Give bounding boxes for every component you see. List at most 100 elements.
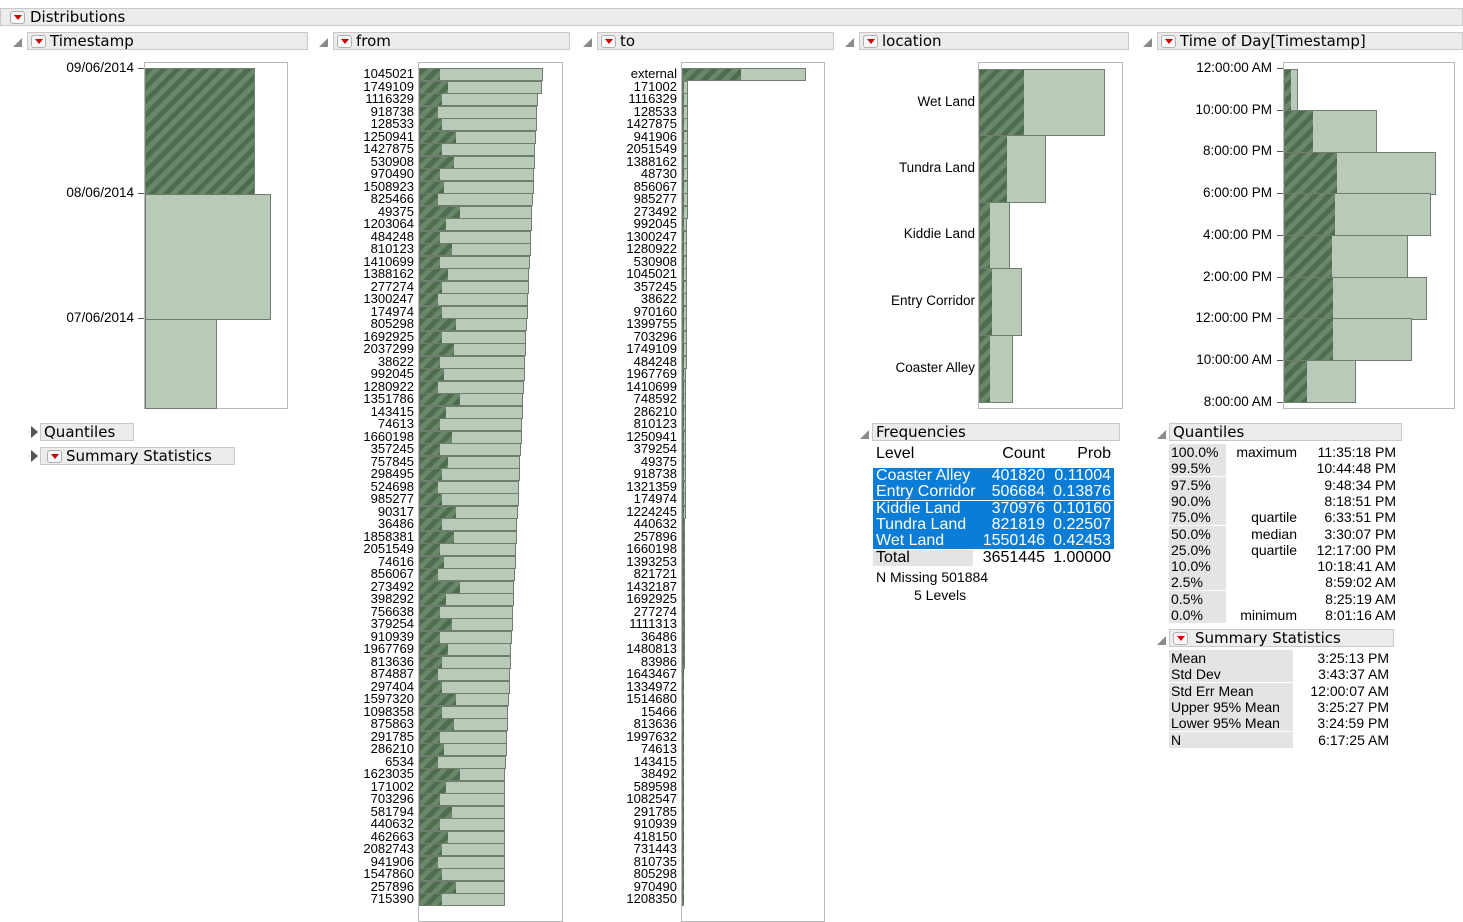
from-bar[interactable] [419, 118, 537, 131]
to-bar[interactable] [682, 580, 685, 594]
from-bar[interactable] [419, 105, 538, 119]
to-bar[interactable] [682, 93, 688, 106]
from-bar[interactable] [419, 543, 517, 556]
from-bar[interactable] [419, 630, 512, 644]
to-bar[interactable] [682, 843, 684, 856]
from-bar[interactable] [419, 768, 506, 781]
from-bar[interactable] [419, 80, 543, 94]
frequency-row[interactable]: Coaster Alley 401820 0.11004 [873, 468, 1114, 484]
from-bar[interactable] [419, 143, 536, 156]
from-bar[interactable] [419, 855, 505, 869]
from-bar[interactable] [419, 380, 524, 394]
to-bar[interactable] [682, 718, 684, 731]
collapse-triangle-icon[interactable] [0, 11, 7, 23]
from-bar[interactable] [419, 805, 505, 819]
from-bar[interactable] [419, 468, 520, 481]
to-bar[interactable] [682, 268, 687, 281]
timestamp-bar[interactable] [145, 194, 271, 320]
from-bar[interactable] [419, 743, 507, 756]
from-bar[interactable] [419, 705, 509, 719]
timeofday-bar[interactable] [1284, 193, 1431, 236]
to-bar[interactable] [682, 418, 686, 431]
from-bar[interactable] [419, 193, 533, 206]
to-bar[interactable] [682, 68, 806, 81]
from-bar[interactable] [419, 893, 505, 906]
from-bar[interactable] [419, 330, 527, 344]
frequency-row[interactable]: Entry Corridor 506684 0.13876 [873, 484, 1114, 501]
frequencies-disclosure-icon[interactable] [860, 427, 870, 439]
to-bar[interactable] [682, 830, 684, 844]
from-bar[interactable] [419, 343, 526, 356]
to-bar[interactable] [682, 193, 688, 206]
from-bar[interactable] [419, 243, 531, 256]
from-bar[interactable] [419, 730, 508, 744]
to-bar[interactable] [682, 318, 687, 331]
to-bar[interactable] [682, 668, 684, 681]
to-bar[interactable] [682, 355, 687, 369]
from-disclosure-icon[interactable] [319, 35, 329, 47]
location-bar[interactable] [979, 135, 1046, 203]
to-bar[interactable] [682, 455, 686, 469]
timeofday-bar[interactable] [1284, 110, 1377, 153]
to-bar[interactable] [682, 868, 684, 881]
frequency-row[interactable]: Tundra Land 821819 0.22507 [873, 516, 1114, 533]
from-bar[interactable] [419, 680, 510, 694]
from-bar[interactable] [419, 180, 534, 194]
location-bar[interactable] [979, 268, 1022, 336]
to-bar[interactable] [682, 218, 687, 231]
quantiles-expand-icon[interactable] [30, 425, 40, 438]
from-bar[interactable] [419, 605, 514, 619]
to-bar[interactable] [682, 855, 684, 869]
to-bar[interactable] [682, 680, 684, 694]
timeofday-disclosure-icon[interactable] [1143, 35, 1153, 47]
from-bar[interactable] [419, 255, 530, 269]
tod-summary-menu-button[interactable] [1173, 632, 1188, 645]
to-bar[interactable] [682, 168, 688, 181]
from-bar[interactable] [419, 668, 511, 681]
from-bar[interactable] [419, 868, 505, 881]
timestamp-menu-button[interactable] [31, 35, 46, 48]
to-bar[interactable] [682, 818, 684, 831]
to-bar[interactable] [682, 143, 688, 156]
timestamp-bar[interactable] [145, 319, 217, 409]
location-bar[interactable] [979, 335, 1013, 403]
to-bar[interactable] [682, 568, 685, 581]
to-bar[interactable] [682, 755, 684, 769]
to-bar[interactable] [682, 530, 685, 544]
from-bar[interactable] [419, 880, 505, 894]
from-bar[interactable] [419, 168, 535, 181]
from-bar[interactable] [419, 618, 513, 631]
to-bar[interactable] [682, 655, 685, 669]
from-bar[interactable] [419, 293, 529, 306]
from-bar[interactable] [419, 455, 521, 469]
from-bar[interactable] [419, 355, 526, 369]
from-bar[interactable] [419, 405, 523, 419]
from-bar[interactable] [419, 693, 509, 706]
from-bar[interactable] [419, 505, 518, 519]
from-bar[interactable] [419, 843, 505, 856]
from-bar[interactable] [419, 205, 533, 219]
to-bar[interactable] [682, 618, 685, 631]
from-bar[interactable] [419, 93, 538, 106]
from-bar[interactable] [419, 780, 505, 794]
to-menu-button[interactable] [601, 35, 616, 48]
frequency-row[interactable]: Wet Land 1550146 0.42453 [873, 533, 1114, 550]
from-bar[interactable] [419, 818, 505, 831]
from-bar[interactable] [419, 418, 523, 431]
from-bar[interactable] [419, 130, 536, 144]
from-bar[interactable] [419, 480, 520, 494]
from-bar[interactable] [419, 830, 505, 844]
to-bar[interactable] [682, 293, 687, 306]
from-bar[interactable] [419, 368, 525, 381]
to-bar[interactable] [682, 518, 685, 531]
from-bar[interactable] [419, 280, 529, 294]
timeofday-bar[interactable] [1284, 235, 1408, 278]
location-bar[interactable] [979, 202, 1010, 269]
to-bar[interactable] [682, 205, 688, 219]
from-bar[interactable] [419, 493, 519, 506]
from-bar[interactable] [419, 793, 505, 806]
from-bar[interactable] [419, 218, 532, 231]
summary-menu-button[interactable] [47, 450, 62, 463]
tod-quantiles-disclosure-icon[interactable] [1157, 427, 1167, 439]
to-bar[interactable] [682, 230, 687, 244]
